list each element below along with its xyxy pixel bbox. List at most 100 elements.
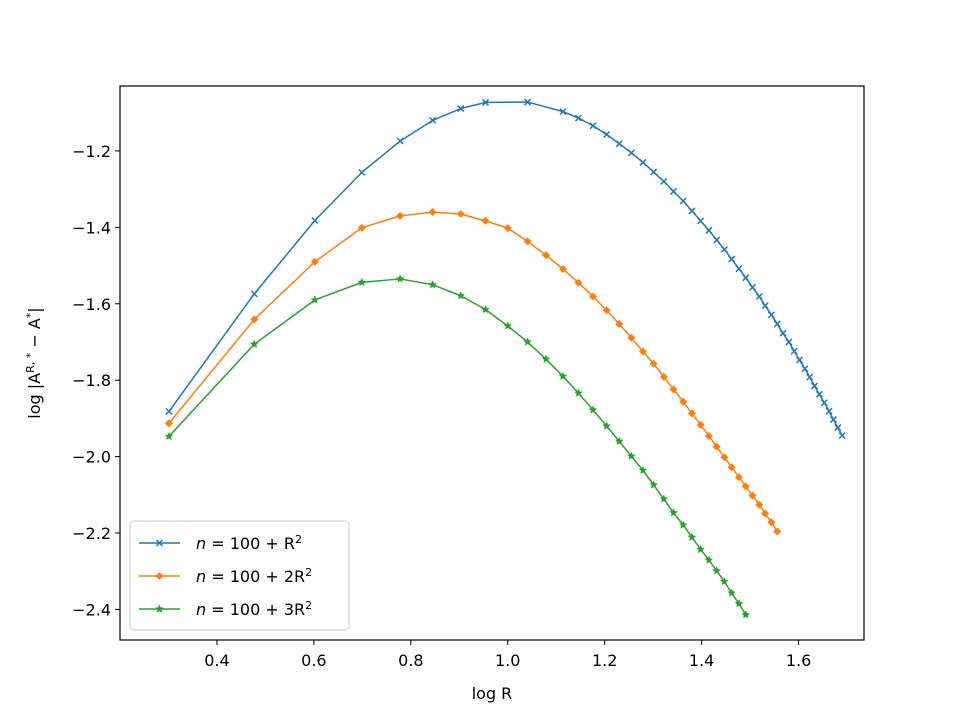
y-tick-label: −2.4	[72, 600, 111, 619]
x-tick-label: 1.0	[495, 651, 520, 670]
data-point	[679, 197, 687, 205]
data-point	[727, 463, 736, 472]
data-point	[627, 149, 635, 157]
y-tick-label: −1.2	[72, 142, 111, 161]
data-point	[650, 168, 658, 176]
data-point	[748, 491, 757, 500]
data-point	[429, 116, 437, 124]
data-point	[357, 277, 367, 287]
y-tick-label: −1.6	[72, 295, 111, 314]
legend-label: n = 100 + 2R2	[196, 566, 312, 587]
data-point	[541, 354, 551, 363]
data-point	[773, 320, 781, 328]
data-point	[659, 372, 668, 381]
x-axis-ticks: 0.4 0.6 0.8 1.0 1.2 1.4 1.6	[204, 640, 811, 670]
data-point	[396, 137, 404, 145]
y-tick-label: −1.4	[72, 218, 111, 237]
data-point	[559, 108, 567, 116]
y-tick-label: −1.8	[72, 371, 111, 390]
data-point	[669, 187, 678, 195]
data-point	[638, 347, 648, 356]
data-point	[396, 211, 405, 220]
data-point	[829, 416, 837, 424]
data-point	[574, 278, 583, 287]
data-point	[779, 329, 787, 337]
data-point	[734, 599, 744, 608]
x-tick-label: 0.8	[398, 651, 423, 670]
data-point	[761, 509, 770, 518]
data-point	[696, 544, 706, 554]
data-point	[735, 265, 743, 273]
data-point	[720, 245, 728, 254]
y-axis-ticks: −2.4 −2.2 −2.0 −1.8 −1.6 −1.4 −1.2	[72, 142, 120, 619]
data-point	[712, 566, 722, 575]
data-point	[719, 576, 729, 586]
data-point	[678, 520, 688, 529]
data-point	[815, 390, 823, 398]
data-point	[705, 226, 713, 234]
data-point	[811, 382, 819, 390]
data-point	[481, 304, 490, 314]
data-point	[660, 177, 668, 186]
data-point	[311, 216, 319, 225]
data-point	[249, 339, 259, 349]
data-point	[310, 295, 320, 304]
y-tick-label: −2.0	[72, 448, 111, 467]
x-tick-label: 1.2	[592, 651, 617, 670]
legend-box	[129, 520, 350, 631]
data-point	[603, 130, 611, 139]
data-point	[741, 482, 750, 491]
data-point	[679, 397, 688, 406]
data-point	[481, 216, 490, 225]
data-point	[428, 208, 437, 217]
data-point	[523, 237, 532, 246]
data-point	[742, 274, 750, 282]
data-point	[250, 290, 258, 298]
data-point	[574, 388, 583, 397]
data-point	[165, 407, 173, 416]
series-layer	[164, 98, 846, 619]
data-point	[687, 532, 697, 541]
x-tick-label: 1.4	[689, 651, 714, 670]
data-point	[588, 405, 598, 414]
x-axis-label: log R	[472, 684, 513, 703]
data-point	[728, 255, 736, 263]
data-point	[790, 347, 798, 355]
data-point	[748, 283, 757, 291]
data-point	[456, 209, 465, 219]
data-point	[602, 306, 611, 315]
legend-item-3: n = 100 + 3R2	[139, 599, 312, 619]
data-point	[838, 432, 846, 440]
data-point	[615, 140, 623, 148]
data-point	[164, 419, 173, 428]
legend-marker	[155, 539, 164, 547]
data-point	[602, 421, 612, 430]
data-point	[481, 98, 489, 106]
data-point	[395, 274, 405, 283]
data-point	[626, 451, 636, 460]
legend-marker	[155, 571, 164, 581]
data-point	[785, 338, 793, 346]
x-tick-label: 0.4	[204, 651, 229, 670]
legend-label: n = 100 + R2	[196, 533, 302, 554]
legend-entries: n = 100 + R2 n = 100 + 2R2 n = 100 + 3R2	[139, 533, 312, 619]
data-point	[524, 98, 532, 106]
axes-frame	[119, 85, 865, 641]
data-point	[741, 610, 751, 619]
legend-item-1: n = 100 + R2	[139, 533, 302, 554]
data-point	[687, 409, 696, 418]
data-point	[755, 292, 763, 301]
data-point	[638, 465, 648, 475]
data-point	[523, 337, 533, 346]
data-point	[755, 500, 764, 509]
data-point	[669, 385, 678, 394]
series-2	[164, 208, 782, 536]
data-point	[820, 399, 828, 407]
data-point	[697, 217, 705, 225]
data-point	[627, 333, 636, 342]
data-point	[734, 473, 743, 482]
data-point	[614, 436, 624, 446]
data-point	[457, 105, 465, 113]
data-point	[825, 407, 833, 415]
